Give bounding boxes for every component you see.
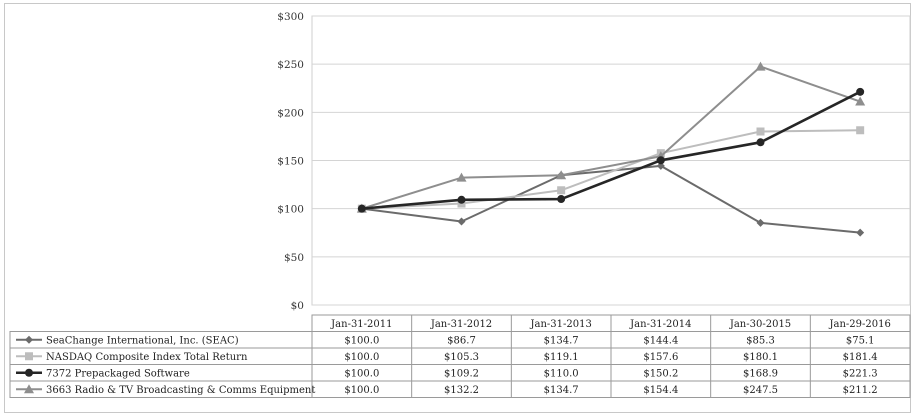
data-label: $100.0 xyxy=(344,352,379,363)
data-point xyxy=(25,335,33,344)
data-label: $109.2 xyxy=(444,368,479,379)
data-point xyxy=(357,204,366,213)
data-label: $157.6 xyxy=(643,352,678,363)
series-line xyxy=(361,164,861,234)
data-point xyxy=(855,96,866,106)
data-point xyxy=(656,161,665,170)
data-label: $154.4 xyxy=(643,385,678,396)
x-category-label: Jan-31-2014 xyxy=(629,319,691,330)
data-label: $221.3 xyxy=(843,368,878,379)
series-0 xyxy=(357,161,865,237)
x-category-label: Jan-31-2011 xyxy=(330,319,392,330)
data-label: $211.2 xyxy=(843,385,878,396)
data-point xyxy=(25,368,33,377)
data-label: $100.0 xyxy=(344,368,379,379)
data-point xyxy=(756,127,765,136)
data-label: $132.2 xyxy=(444,385,479,396)
data-label: $105.3 xyxy=(444,352,479,363)
data-label: $247.5 xyxy=(743,385,778,396)
data-point xyxy=(456,172,467,182)
data-point xyxy=(656,156,665,165)
data-point xyxy=(856,87,865,96)
legend-label: 7372 Prepackaged Software xyxy=(46,368,190,379)
data-point xyxy=(856,126,865,135)
data-label: $110.0 xyxy=(544,368,579,379)
y-tick-label: $250 xyxy=(277,59,304,71)
series-1 xyxy=(357,126,865,213)
data-point xyxy=(755,61,766,71)
data-point xyxy=(556,170,567,180)
y-tick-label: $300 xyxy=(277,11,304,23)
data-point xyxy=(457,195,466,204)
data-label: $119.1 xyxy=(544,352,579,363)
data-point xyxy=(557,186,566,195)
data-label: $75.1 xyxy=(846,335,875,346)
data-table: Jan-31-2011 Jan-31-2012 Jan-31-2013 Jan-31-… xyxy=(9,314,911,398)
data-point xyxy=(756,218,765,227)
data-point xyxy=(856,228,865,237)
series-3 xyxy=(356,61,866,213)
data-label: $86.7 xyxy=(447,335,476,346)
data-label: $150.2 xyxy=(643,368,678,379)
data-label: $144.4 xyxy=(643,335,678,346)
data-label: $85.3 xyxy=(746,335,775,346)
data-point xyxy=(457,217,466,226)
series-line xyxy=(361,129,861,210)
x-category-label: Jan-31-2013 xyxy=(529,319,591,330)
y-tick-label: $100 xyxy=(277,204,304,216)
data-label: $134.7 xyxy=(544,335,579,346)
table-row xyxy=(9,380,911,398)
data-point xyxy=(557,195,566,204)
data-label: $100.0 xyxy=(344,335,379,346)
data-point xyxy=(756,138,765,147)
y-tick-label: $200 xyxy=(277,107,304,119)
legend-label: NASDAQ Composite Index Total Return xyxy=(46,352,248,363)
x-category-label: Jan-31-2012 xyxy=(430,319,492,330)
series-line xyxy=(361,90,861,210)
data-label: $181.4 xyxy=(843,352,878,363)
x-category-label: Jan-29-2016 xyxy=(828,319,890,330)
data-label: $134.7 xyxy=(544,385,579,396)
data-label: $100.0 xyxy=(344,385,379,396)
data-label: $168.9 xyxy=(743,368,778,379)
data-point xyxy=(25,352,33,361)
x-category-label: Jan-30-2015 xyxy=(729,319,791,330)
legend-label: SeaChange International, Inc. (SEAC) xyxy=(46,335,239,346)
series-2 xyxy=(357,87,865,213)
legend-label: 3663 Radio & TV Broadcasting & Comms Equ… xyxy=(46,385,315,396)
chart-frame xyxy=(4,3,911,413)
y-tick-label: $0 xyxy=(291,300,304,312)
y-tick-label: $150 xyxy=(277,156,304,168)
data-label: $180.1 xyxy=(743,352,778,363)
y-tick-label: $50 xyxy=(284,252,304,264)
series-line xyxy=(361,65,861,210)
data-point xyxy=(24,384,34,394)
